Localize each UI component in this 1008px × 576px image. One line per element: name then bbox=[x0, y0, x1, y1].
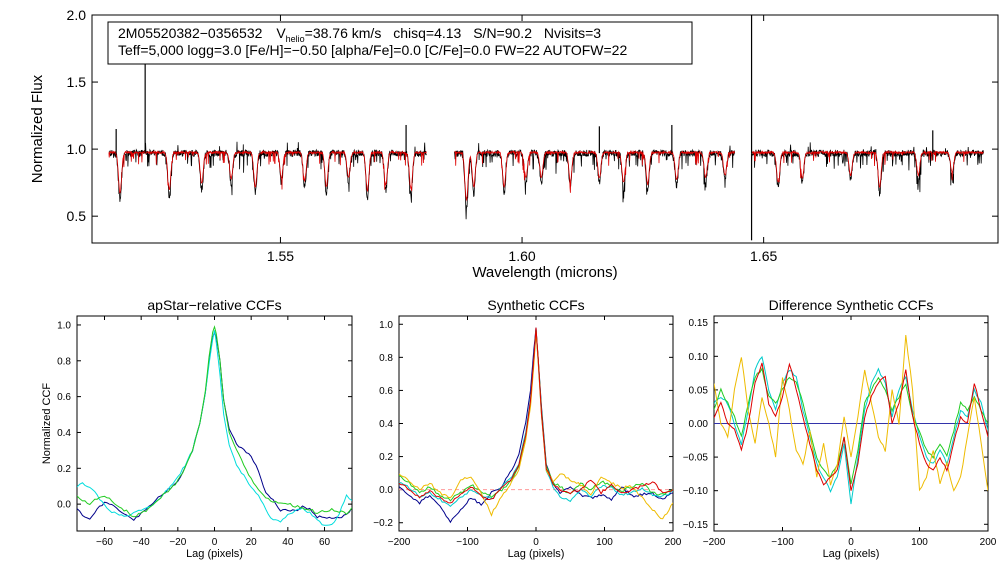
annotation-vhelio-sub: helio bbox=[286, 34, 305, 44]
y-axis-label: Normalized Flux bbox=[29, 74, 46, 183]
x-tick-label: −20 bbox=[169, 537, 186, 548]
x-tick-label: −200 bbox=[703, 537, 726, 548]
y-tick-label: 2.0 bbox=[67, 7, 87, 23]
y-tick-label: 0.10 bbox=[689, 352, 709, 363]
annotation-line-2: Teff=5,000 logg=3.0 [Fe/H]=−0.50 [alpha/… bbox=[118, 42, 627, 58]
x-tick-label: 0 bbox=[533, 537, 539, 548]
x-tick-label: 20 bbox=[246, 537, 258, 548]
x-tick-label: 1.55 bbox=[267, 248, 294, 264]
x-tick-label: −100 bbox=[771, 537, 794, 548]
y-tick-label: 0.2 bbox=[57, 464, 71, 475]
y-tick-label: 0.8 bbox=[379, 353, 393, 364]
y-tick-label: 0.15 bbox=[689, 318, 709, 329]
x-tick-label: 100 bbox=[596, 537, 613, 548]
ccf-series-visit-1 bbox=[399, 327, 673, 524]
y-tick-label: 0.00 bbox=[689, 419, 709, 430]
y-tick-label: 0.6 bbox=[379, 386, 393, 397]
x-tick-label: 1.65 bbox=[750, 248, 777, 264]
x-tick-label: 60 bbox=[319, 537, 331, 548]
chart-title: apStar−relative CCFs bbox=[147, 297, 281, 313]
plot-frame bbox=[91, 14, 999, 244]
ccf-series-visit-3 bbox=[714, 334, 988, 492]
apstar-ccf-panel: −60 −40 −20 0 20 40 60 0.0 0.2 0.4 0.6 0.8 1.0 apStar… bbox=[41, 297, 353, 560]
y-tick-label: 0.0 bbox=[57, 500, 71, 511]
x-axis-label: Lag (pixels) bbox=[186, 548, 243, 560]
annotation-chisq: chisq=4.13 bbox=[393, 25, 461, 41]
y-tick-label: −0.2 bbox=[373, 518, 393, 529]
y-tick-label: −0.15 bbox=[683, 520, 709, 531]
x-tick-label: 1.60 bbox=[508, 248, 535, 264]
x-tick-label: 200 bbox=[980, 537, 997, 548]
x-tick-label: −60 bbox=[96, 537, 113, 548]
annotation-vhelio-value: =38.76 km/s bbox=[305, 25, 382, 41]
ccf-series-visit-2 bbox=[77, 330, 352, 526]
spectrum-panel: 1.55 1.60 1.65 0.5 1.0 1.5 2.0 Wavelength (micr… bbox=[29, 7, 999, 281]
synthetic-ccf-panel: −200 −100 0 100 200 −0.2 0.0 0.2 0.4 0.6 0.8 1.0 Syn… bbox=[373, 297, 682, 560]
x-tick-label: −200 bbox=[388, 537, 411, 548]
y-tick-label: 1.0 bbox=[67, 141, 87, 157]
x-tick-label: 0 bbox=[212, 537, 218, 548]
ccf-series-visit-5 bbox=[399, 327, 673, 504]
annotation-star-id: 2M05520382−0356532 bbox=[118, 25, 263, 41]
x-tick-label: −100 bbox=[456, 537, 479, 548]
x-tick-label: 100 bbox=[911, 537, 928, 548]
y-tick-label: 0.0 bbox=[379, 485, 393, 496]
y-tick-label: −0.05 bbox=[683, 453, 709, 464]
y-tick-label: 0.6 bbox=[57, 392, 71, 403]
annotation-snr: S/N=90.2 bbox=[473, 25, 532, 41]
x-tick-label: 0 bbox=[848, 537, 854, 548]
y-axis-label: Normalized CCF bbox=[41, 383, 53, 465]
spectrum-series-model bbox=[108, 149, 984, 202]
ccf-series-visit-4 bbox=[399, 330, 673, 520]
ccf-series-visit-1 bbox=[77, 330, 352, 522]
y-tick-label: 1.0 bbox=[379, 320, 393, 331]
chart-title: Difference Synthetic CCFs bbox=[769, 297, 934, 313]
annotation-line-1: 2M05520382−0356532 Vhelio=38.76 km/s chi… bbox=[118, 25, 601, 44]
y-tick-label: 0.8 bbox=[57, 356, 71, 367]
annotation-vhelio-prefix: V bbox=[276, 25, 286, 41]
y-tick-label: 1.0 bbox=[57, 320, 71, 331]
chart-title: Synthetic CCFs bbox=[487, 297, 584, 313]
ccf-series-visit-3 bbox=[399, 329, 673, 502]
annotation-frame bbox=[107, 21, 693, 65]
annotation-nvisits: Nvisits=3 bbox=[544, 25, 601, 41]
x-tick-label: 40 bbox=[282, 537, 294, 548]
y-tick-label: 1.5 bbox=[67, 74, 87, 90]
y-tick-label: −0.10 bbox=[683, 486, 709, 497]
y-tick-label: 0.5 bbox=[67, 208, 87, 224]
x-axis-label: Wavelength (microns) bbox=[472, 264, 617, 281]
ccf-series-visit-2 bbox=[714, 367, 988, 485]
ccf-series-visit-4 bbox=[714, 362, 988, 491]
x-axis-label: Lag (pixels) bbox=[508, 548, 565, 560]
x-tick-label: 200 bbox=[665, 537, 682, 548]
x-tick-label: −40 bbox=[133, 537, 150, 548]
ccf-series-visit-1 bbox=[714, 355, 988, 505]
difference-ccf-panel: −200 −100 0 100 200 −0.15 −0.10 −0.05 0.00 0.05 0.… bbox=[683, 297, 997, 560]
x-axis-label: Lag (pixels) bbox=[823, 548, 880, 560]
y-tick-label: 0.4 bbox=[379, 419, 393, 430]
y-tick-label: 0.2 bbox=[379, 452, 393, 463]
ccf-series-visit-3 bbox=[77, 325, 352, 518]
y-tick-label: 0.4 bbox=[57, 428, 71, 439]
y-tick-label: 0.05 bbox=[689, 385, 709, 396]
annotation-box: 2M05520382−0356532 Vhelio=38.76 km/s chi… bbox=[107, 21, 693, 65]
ccf-series-visit-2 bbox=[399, 329, 673, 507]
plot-frame bbox=[76, 315, 353, 532]
